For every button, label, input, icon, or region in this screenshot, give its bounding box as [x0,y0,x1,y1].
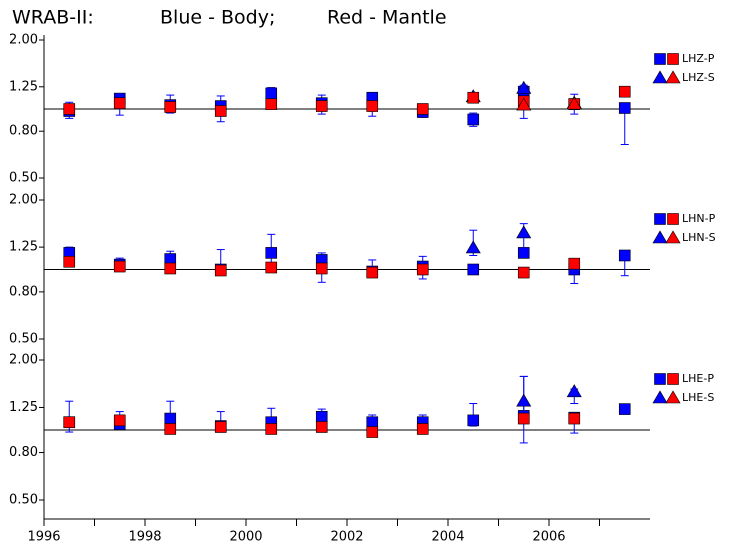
y-tick-label: 0.50 [9,171,38,186]
legend-label: LHN-S [682,231,716,244]
y-tick-label: 2.00 [9,33,38,48]
body-marker [465,240,481,254]
mantle-marker [315,421,328,433]
mantle-marker [113,260,126,273]
mantle-marker [366,100,379,112]
legend-swatch [654,53,666,65]
mantle-marker [566,96,582,110]
mantle-marker [416,103,429,115]
mantle-marker [113,97,126,109]
body-marker [467,263,480,276]
legend-label: LHN-P [682,212,716,225]
body-marker [366,416,379,429]
mantle-marker [366,426,379,438]
mantle-marker [63,103,76,115]
mantle-marker [164,423,177,435]
legend-swatch [652,390,668,404]
mantle-marker [63,416,76,429]
mantle-marker [416,263,429,276]
mantle-marker [265,261,278,274]
x-tick-label: 1998 [128,530,161,545]
mantle-marker [618,85,631,98]
mantle-marker [467,91,480,104]
y-tick-label: 0.50 [9,493,38,508]
mantle-marker [517,412,530,425]
y-tick-label: 2.00 [9,193,38,208]
legend-swatch [654,373,666,385]
legend-swatch [654,213,666,225]
mantle-marker [164,101,177,113]
body-marker [618,249,631,262]
y-tick-label: 1.25 [9,400,38,415]
mantle-marker [568,412,581,425]
body-marker [618,102,631,114]
legend-swatch [667,373,679,385]
body-marker [516,80,532,94]
chart-title: Blue - Body; [160,7,275,29]
body-marker [164,412,177,425]
x-tick-label: 2000 [229,530,262,545]
x-tick-label: 1996 [27,530,60,545]
legend-swatch [652,230,668,244]
body-marker [315,410,328,423]
mantle-marker [265,98,278,110]
mantle-marker [568,257,581,270]
y-tick-label: 1.25 [9,79,38,94]
legend-swatch [665,230,681,244]
legend-label: LHE-S [682,391,714,404]
legend-label: LHZ-S [682,71,715,84]
body-marker [516,225,532,239]
chart-title: Red - Mantle [327,7,447,29]
legend-swatch [667,213,679,225]
x-tick-label: 2002 [330,530,363,545]
body-marker [566,384,582,398]
x-tick-label: 2006 [532,530,565,545]
legend-swatch [665,70,681,84]
body-marker [265,247,278,259]
body-marker [516,393,532,407]
legend-label: LHE-P [682,372,714,385]
legend-swatch [665,390,681,404]
mantle-marker [517,266,530,279]
mantle-marker [265,423,278,435]
mantle-marker [516,97,532,111]
mantle-marker [164,262,177,275]
mantle-marker [416,423,429,435]
legend-label: LHZ-P [682,52,715,65]
mantle-marker [63,255,76,268]
y-tick-label: 1.25 [9,240,38,255]
mantle-marker [315,100,328,112]
chart-title: WRAB-II: [12,7,94,29]
legend-swatch [652,70,668,84]
mantle-marker [214,421,227,433]
mantle-marker [315,262,328,275]
body-marker [618,403,631,415]
y-tick-label: 0.80 [9,284,38,299]
y-tick-label: 0.80 [9,445,38,460]
body-marker [467,113,480,126]
body-marker [265,87,278,100]
x-tick-label: 2004 [431,530,464,545]
legend-swatch [667,53,679,65]
mantle-marker [214,264,227,277]
mantle-marker [366,266,379,279]
y-tick-label: 0.50 [9,332,38,347]
y-tick-label: 2.00 [9,353,38,368]
y-tick-label: 0.80 [9,124,38,139]
body-marker [467,414,480,427]
mantle-marker [113,414,126,427]
mantle-marker [214,105,227,117]
